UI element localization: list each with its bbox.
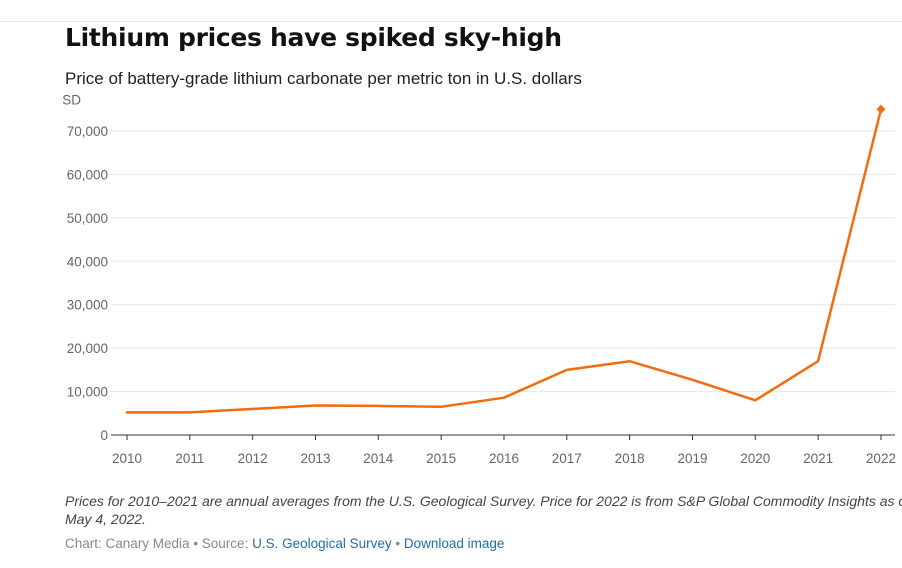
x-axis: 2010 2011 2012 2013 2014 2015 2016 2017 2018 2019… — [111, 434, 896, 466]
top-divider — [0, 21, 902, 22]
y-tick-label: 40,000 — [67, 254, 108, 269]
x-tick-label: 2010 — [112, 451, 142, 466]
x-tick-label: 2013 — [300, 451, 330, 466]
gridlines — [111, 130, 895, 393]
y-tick-label: 50,000 — [67, 211, 108, 226]
x-tick-label: 2014 — [363, 451, 394, 466]
y-tick-label: 20,000 — [67, 341, 108, 356]
x-tick-label: 2016 — [489, 451, 519, 466]
notes-line-1: Prices for 2010–2021 are annual averages… — [65, 493, 902, 509]
x-tick-label: 2011 — [175, 451, 204, 466]
y-tick-label: 60,000 — [67, 167, 108, 182]
download-image-link[interactable]: Download image — [403, 536, 505, 551]
source-link[interactable]: U.S. Geological Survey — [252, 536, 392, 551]
x-tick-label: 2021 — [803, 451, 833, 466]
y-tick-label: 10,000 — [67, 385, 108, 400]
y-axis: SD 0 10,000 20,000 30,000 40,000 50,000 60,000… — [62, 92, 108, 443]
x-tick-label: 2020 — [740, 451, 770, 466]
x-tick-label: 2015 — [426, 451, 456, 466]
data-point-marker[interactable] — [876, 104, 886, 114]
series-line — [125, 108, 883, 414]
series-layer — [125, 104, 886, 414]
x-tick-label: 2012 — [238, 451, 268, 466]
y-axis-unit-label: SD — [62, 92, 81, 107]
x-tick-label: 2022 — [866, 451, 896, 466]
notes-line-2: May 4, 2022. — [65, 511, 146, 527]
x-tick-label: 2017 — [552, 451, 582, 466]
chart-title: Lithium prices have spiked sky-high — [65, 23, 562, 52]
y-tick-label: 0 — [100, 428, 108, 443]
chart-subtitle: Price of battery-grade lithium carbonate… — [65, 69, 582, 88]
y-tick-label: 30,000 — [67, 298, 108, 313]
credit-separator: • — [391, 536, 404, 551]
x-tick-label: 2019 — [677, 451, 707, 466]
line-chart: 2010 2011 2012 2013 2014 2015 2016 2017 2018 2019… — [62, 92, 896, 466]
x-tick-label: 2018 — [615, 451, 645, 466]
y-tick-label: 70,000 — [67, 124, 108, 139]
chart-credits: Chart: Canary Media • Source: U.S. Geolo… — [65, 536, 504, 551]
chart-notes: Prices for 2010–2021 are annual averages… — [65, 492, 902, 528]
credit-separator: • Source: — [189, 536, 253, 551]
credit-chart-by: Chart: Canary Media — [65, 536, 190, 551]
